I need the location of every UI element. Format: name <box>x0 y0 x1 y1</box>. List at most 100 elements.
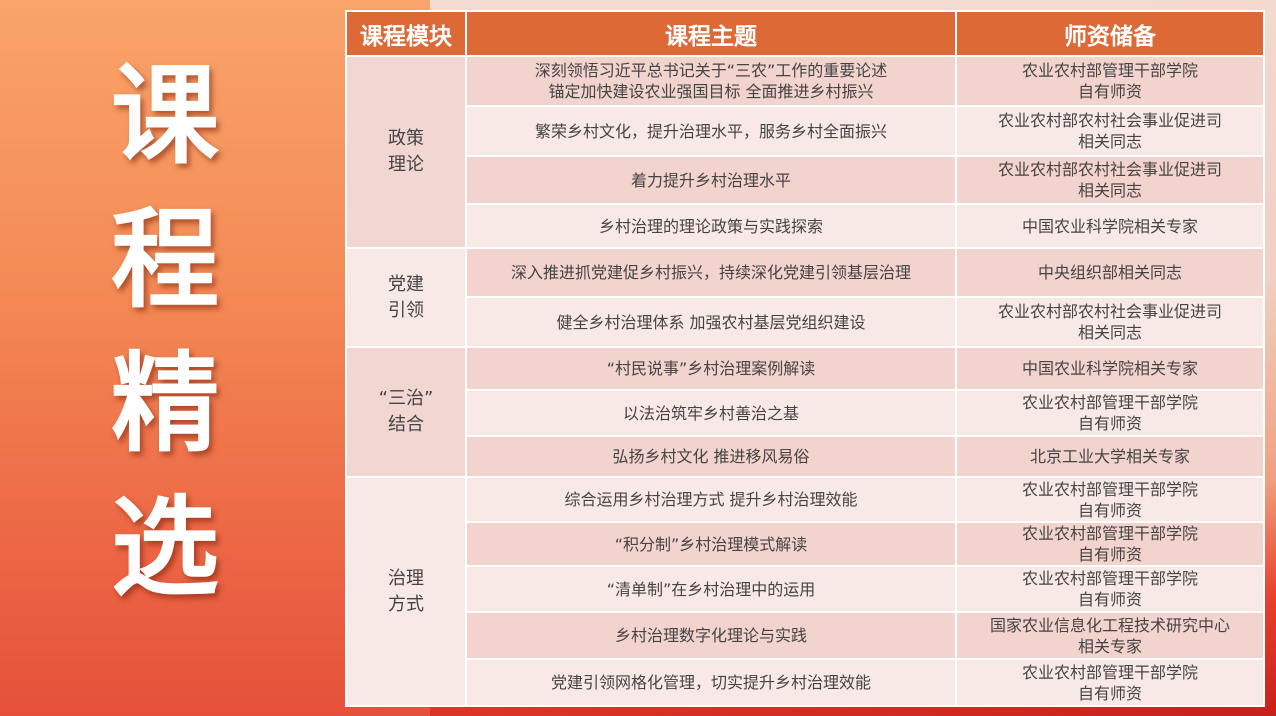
faculty-text: 农业农村部管理干部学院 <box>1021 662 1198 682</box>
faculty-text: 中国农业科学院相关专家 <box>1021 359 1198 378</box>
topic-cell: 繁荣乡村文化，提升治理水平，服务乡村全面振兴 <box>467 107 955 155</box>
topic-text: 繁荣乡村文化，提升治理水平，服务乡村全面振兴 <box>534 121 887 141</box>
title-char: 程 <box>110 197 219 323</box>
topic-text: 着力提升乡村治理水平 <box>630 170 791 190</box>
table-row: 繁荣乡村文化，提升治理水平，服务乡村全面振兴 农业农村部农村社会事业促进司 相关同志 <box>347 107 1263 155</box>
faculty-text: 农业农村部管理干部学院 <box>1021 524 1198 543</box>
faculty-text: 北京工业大学相关专家 <box>1029 447 1190 466</box>
module-label: 结合 <box>388 414 424 435</box>
faculty-text: 国家农业信息化工程技术研究中心 <box>989 615 1230 635</box>
topic-cell: 党建引领网格化管理，切实提升乡村治理效能 <box>467 660 955 705</box>
faculty-cell: 农业农村部农村社会事业促进司 相关同志 <box>957 298 1263 346</box>
topic-cell: 乡村治理的理论政策与实践探索 <box>467 205 955 247</box>
table-row: 党建引领网格化管理，切实提升乡村治理效能 农业农村部管理干部学院 自有师资 <box>347 660 1263 705</box>
topic-text: 深刻领悟习近平总书记关于“三农”工作的重要论述 <box>534 61 888 80</box>
topic-text: 锚定加快建设农业强国目标 全面推进乡村振兴 <box>548 82 874 101</box>
course-table: 课程模块 课程主题 师资储备 政策 理论 深刻领悟习近平总书记关于“三农”工作的重要… <box>345 10 1265 707</box>
module-label: 引领 <box>388 299 424 321</box>
topic-text: 综合运用乡村治理方式 提升乡村治理效能 <box>564 490 858 509</box>
slide-title: 课 程 精 选 <box>100 60 230 604</box>
faculty-text: 农业农村部管理干部学院 <box>1021 61 1198 80</box>
topic-text: 深入推进抓党建促乡村振兴，持续深化党建引领基层治理 <box>510 263 911 282</box>
topic-cell: 深刻领悟习近平总书记关于“三农”工作的重要论述 锚定加快建设农业强国目标 全面推进… <box>467 57 955 105</box>
faculty-cell: 农业农村部管理干部学院 自有师资 <box>957 523 1263 565</box>
faculty-text: 农业农村部管理干部学院 <box>1021 479 1198 499</box>
topic-text: 党建引领网格化管理，切实提升乡村治理效能 <box>550 673 871 692</box>
faculty-text: 农业农村部农村社会事业促进司 <box>997 302 1222 321</box>
table-row: 着力提升乡村治理水平 农业农村部农村社会事业促进司 相关同志 <box>347 157 1263 203</box>
faculty-text: 中央组织部相关同志 <box>1037 263 1182 282</box>
topic-cell: 综合运用乡村治理方式 提升乡村治理效能 <box>467 478 955 521</box>
table-row: 政策 理论 深刻领悟习近平总书记关于“三农”工作的重要论述 锚定加快建设农业强国目标 … <box>347 57 1263 247</box>
faculty-cell: 中国农业科学院相关专家 <box>957 348 1263 389</box>
faculty-text: 自有师资 <box>1077 590 1142 609</box>
topic-text: 弘扬乡村文化 推进移风易俗 <box>612 447 810 466</box>
module-label: 政策 <box>388 128 424 149</box>
module-label: 党建 <box>388 273 424 295</box>
topic-text: “村民说事”乡村治理案例解读 <box>606 359 816 378</box>
topic-text: 健全乡村治理体系 加强农村基层党组织建设 <box>556 312 866 332</box>
faculty-cell: 农业农村部管理干部学院 自有师资 <box>957 478 1263 521</box>
faculty-cell: 农业农村部管理干部学院 自有师资 <box>957 660 1263 705</box>
faculty-cell: 农业农村部管理干部学院 自有师资 <box>957 57 1263 105</box>
table-row: 治理 方式 综合运用乡村治理方式 提升乡村治理效能 农业农村部管理干部学院 自有师资 <box>347 478 1263 705</box>
faculty-text: 自有师资 <box>1077 82 1142 101</box>
faculty-cell: 农业农村部管理干部学院 自有师资 <box>957 567 1263 611</box>
topic-cell: 弘扬乡村文化 推进移风易俗 <box>467 437 955 476</box>
module-label: 治理 <box>388 567 424 589</box>
faculty-cell: 农业农村部农村社会事业促进司 相关同志 <box>957 157 1263 203</box>
faculty-cell: 中国农业科学院相关专家 <box>957 205 1263 247</box>
module-label: 方式 <box>388 593 424 615</box>
module-cell: “三治” 结合 <box>347 348 465 476</box>
faculty-text: 相关同志 <box>1077 132 1142 151</box>
faculty-text: 自有师资 <box>1077 545 1142 564</box>
table-row: “清单制”在乡村治理中的运用 农业农村部管理干部学院 自有师资 <box>347 567 1263 611</box>
topic-cell: 着力提升乡村治理水平 <box>467 157 955 203</box>
table-row: “三治” 结合 “村民说事”乡村治理案例解读 中国农业科学院相关专家 <box>347 348 1263 476</box>
topic-text: “积分制”乡村治理模式解读 <box>614 534 808 554</box>
topic-cell: “清单制”在乡村治理中的运用 <box>467 567 955 611</box>
faculty-text: 相关同志 <box>1077 323 1142 342</box>
module-cell: 党建 引领 <box>347 249 465 346</box>
topic-cell: “积分制”乡村治理模式解读 <box>467 523 955 565</box>
faculty-text: 相关同志 <box>1077 181 1142 200</box>
faculty-text: 农业农村部管理干部学院 <box>1021 569 1198 588</box>
faculty-text: 自有师资 <box>1077 683 1142 703</box>
header-faculty: 师资储备 <box>957 12 1263 55</box>
faculty-cell: 北京工业大学相关专家 <box>957 437 1263 476</box>
faculty-text: 农业农村部农村社会事业促进司 <box>997 160 1222 179</box>
faculty-text: 农业农村部农村社会事业促进司 <box>997 111 1222 130</box>
table-row: “积分制”乡村治理模式解读 农业农村部管理干部学院 自有师资 <box>347 523 1263 565</box>
faculty-text: 自有师资 <box>1077 414 1142 433</box>
topic-text: “清单制”在乡村治理中的运用 <box>606 579 816 599</box>
topic-text: 乡村治理数字化理论与实践 <box>614 626 807 645</box>
topic-cell: “村民说事”乡村治理案例解读 <box>467 348 955 389</box>
topic-cell: 健全乡村治理体系 加强农村基层党组织建设 <box>467 298 955 346</box>
title-char: 精 <box>110 341 219 467</box>
title-char: 课 <box>110 53 219 179</box>
header-module: 课程模块 <box>347 12 465 55</box>
faculty-text: 农业农村部管理干部学院 <box>1021 393 1198 412</box>
table-row: 乡村治理的理论政策与实践探索 中国农业科学院相关专家 <box>347 205 1263 247</box>
faculty-cell: 农业农村部管理干部学院 自有师资 <box>957 391 1263 435</box>
topic-cell: 深入推进抓党建促乡村振兴，持续深化党建引领基层治理 <box>467 249 955 296</box>
faculty-text: 中国农业科学院相关专家 <box>1021 216 1198 236</box>
module-cell: 政策 理论 <box>347 57 465 247</box>
header-topic: 课程主题 <box>467 12 955 55</box>
table-row: 党建引领 深入推进抓党建促乡村振兴，持续深化党建引领基层治理 中央组织部相关同志 <box>347 249 1263 346</box>
topic-text: 乡村治理的理论政策与实践探索 <box>598 216 823 236</box>
module-label: 理论 <box>388 154 424 175</box>
faculty-cell: 国家农业信息化工程技术研究中心 相关专家 <box>957 613 1263 658</box>
topic-text: 以法治筑牢乡村善治之基 <box>622 403 799 423</box>
module-cell: 治理 方式 <box>347 478 465 705</box>
table-row: 健全乡村治理体系 加强农村基层党组织建设 农业农村部农村社会事业促进司 相关同志 <box>347 298 1263 346</box>
table-row: 乡村治理数字化理论与实践 国家农业信息化工程技术研究中心 相关专家 <box>347 613 1263 658</box>
faculty-cell: 农业农村部农村社会事业促进司 相关同志 <box>957 107 1263 155</box>
faculty-cell: 中央组织部相关同志 <box>957 249 1263 296</box>
module-label: “三治” <box>378 388 434 409</box>
title-char: 选 <box>110 485 219 611</box>
faculty-text: 自有师资 <box>1077 500 1142 520</box>
faculty-text: 相关专家 <box>1077 636 1142 656</box>
topic-cell: 以法治筑牢乡村善治之基 <box>467 391 955 435</box>
table-row: 以法治筑牢乡村善治之基 农业农村部管理干部学院 自有师资 <box>347 391 1263 435</box>
